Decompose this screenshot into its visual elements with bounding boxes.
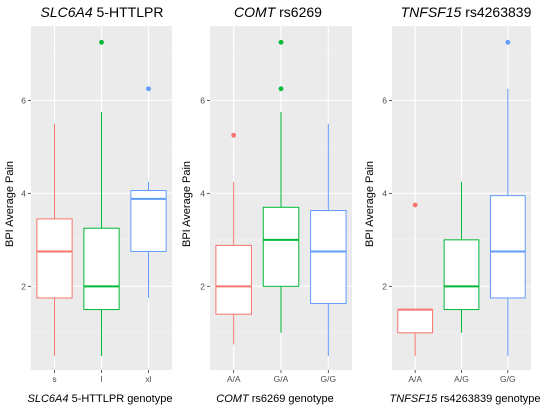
panel-2-ylabel: BPI Average Pain xyxy=(181,161,193,247)
panel-1-ylabel: BPI Average Pain xyxy=(4,161,16,247)
box-iqr xyxy=(310,210,347,305)
x-tick-label: xl xyxy=(145,374,151,384)
panel-2: COMT rs6269 BPI Average Pain COMT rs6269… xyxy=(181,4,334,405)
x-tick-label: G/A xyxy=(274,374,289,384)
y-tick-label: 2 xyxy=(382,281,387,291)
outlier-point xyxy=(412,202,418,208)
outlier-point xyxy=(146,86,151,92)
panel-1-title: SLC6A4 5-HTTLPR xyxy=(41,4,164,20)
box-s xyxy=(36,123,73,357)
panel-3: TNFSF15 rs4263839 BPI Average Pain TNFSF… xyxy=(364,4,541,405)
box-iqr xyxy=(36,218,73,299)
y-tick-label: 2 xyxy=(200,281,205,291)
box-G/G xyxy=(489,39,526,357)
y-tick-label: 4 xyxy=(21,188,26,198)
panel-2-xlabel: COMT rs6269 genotype xyxy=(216,393,333,405)
panel-3-xlabel: TNFSF15 rs4263839 genotype xyxy=(389,393,540,405)
box-A/A xyxy=(397,202,434,357)
y-tick-label: 4 xyxy=(200,188,205,198)
box-l xyxy=(83,39,120,357)
box-iqr xyxy=(130,190,167,252)
plot-layer: 2 4 6 s l xl 2 4 6 A/A G/A G/G 2 4 6 A/A A/G G/G xyxy=(21,26,531,384)
box-A/G xyxy=(443,181,480,333)
x-tick-label: G/G xyxy=(321,374,337,384)
y-tick-label: 6 xyxy=(21,95,26,105)
box-G/A xyxy=(262,39,300,333)
panel-3-title: TNFSF15 rs4263839 xyxy=(401,4,532,20)
panel-2-plot: 2 4 6 A/A G/A G/G xyxy=(200,26,352,384)
outlier-point xyxy=(99,39,104,45)
panel-3-ylabel: BPI Average Pain xyxy=(364,161,376,247)
box-iqr xyxy=(489,195,526,299)
box-xl xyxy=(130,86,167,298)
x-tick-label: A/G xyxy=(454,374,469,384)
x-tick-label: A/A xyxy=(408,374,422,384)
outlier-point xyxy=(278,86,284,92)
y-tick-label: 6 xyxy=(200,95,205,105)
x-tick-label: s xyxy=(52,374,56,384)
panel-1: SLC6A4 5-HTTLPR BPI Average Pain SLC6A4 … xyxy=(4,4,172,405)
y-tick-label: 2 xyxy=(21,281,26,291)
x-tick-label: l xyxy=(101,374,103,384)
box-A/A xyxy=(215,132,252,345)
x-tick-label: G/G xyxy=(500,374,516,384)
panel-3-plot: 2 4 6 A/A A/G G/G xyxy=(382,26,531,384)
y-tick-label: 4 xyxy=(382,188,387,198)
box-iqr xyxy=(215,244,252,315)
box-G/G xyxy=(310,123,347,357)
outlier-point xyxy=(231,132,237,138)
box-iqr xyxy=(83,227,120,311)
box-iqr xyxy=(443,239,480,311)
panel-1-xlabel: SLC6A4 5-HTTLPR genotype xyxy=(28,393,173,405)
x-tick-label: A/A xyxy=(227,374,241,384)
box-iqr xyxy=(397,309,434,334)
outlier-point xyxy=(278,39,284,45)
outlier-point xyxy=(505,39,511,45)
panel-1-plot: 2 4 6 s l xl xyxy=(21,26,172,384)
box-iqr xyxy=(262,206,300,287)
panel-2-title: COMT rs6269 xyxy=(234,4,322,20)
y-tick-label: 6 xyxy=(382,95,387,105)
